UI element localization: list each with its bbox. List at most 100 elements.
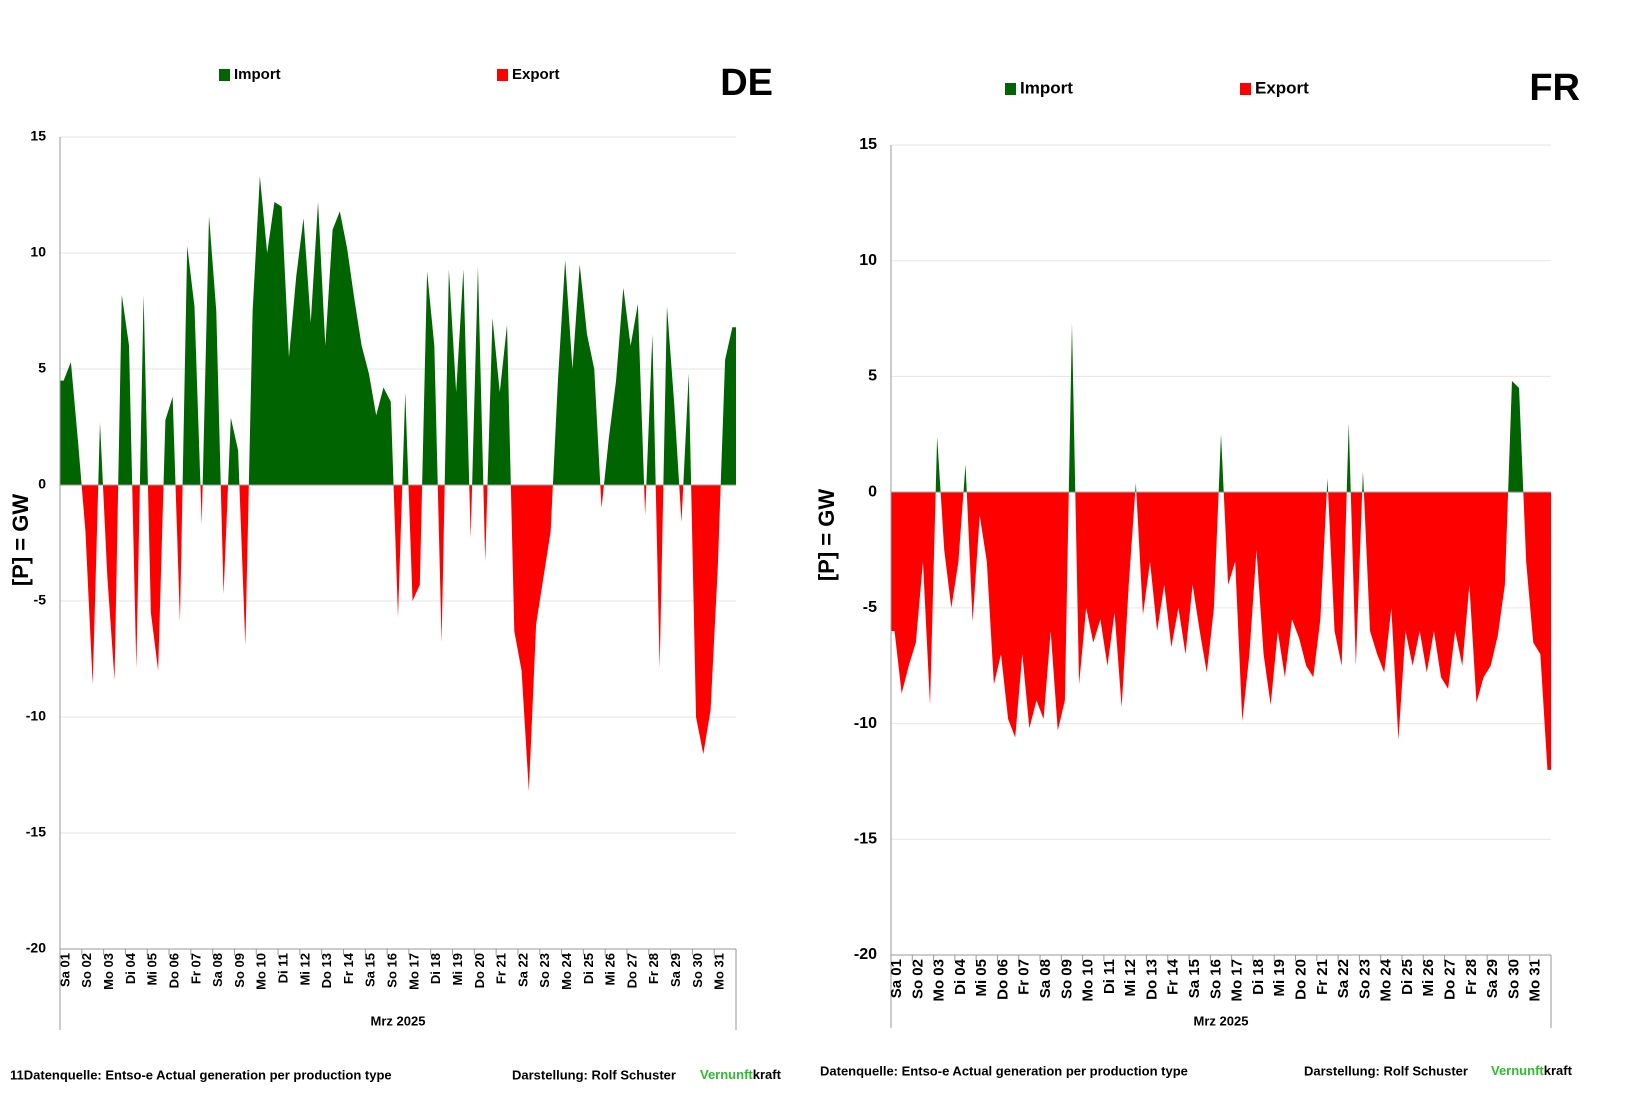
y-tick-label: -15 (26, 824, 46, 840)
legend-label: Export (1255, 78, 1309, 97)
x-axis-label: Mrz 2025 (1194, 1013, 1249, 1028)
x-tick-label: Fr 21 (1314, 959, 1331, 995)
x-tick-label: Do 13 (1143, 959, 1160, 1000)
y-tick-label: 5 (868, 368, 877, 385)
x-tick-label: So 02 (79, 953, 94, 988)
x-tick-label: Di 11 (276, 953, 291, 983)
legend-swatch (219, 69, 230, 81)
x-tick-label: Sa 29 (1484, 959, 1501, 998)
source: 11Datenquelle: Entso-e Actual generation… (10, 1067, 392, 1082)
x-tick-label: Di 04 (123, 952, 138, 984)
x-tick-label: Fr 28 (1463, 959, 1480, 995)
area (891, 323, 1551, 770)
y-axis-label: [P] = GW (814, 489, 839, 582)
y-tick-label: 15 (859, 136, 877, 153)
y-tick-label: -5 (863, 599, 877, 616)
y-tick-label: 0 (868, 483, 877, 500)
source: Datenquelle: Entso-e Actual generation p… (820, 1063, 1188, 1078)
x-tick-label: Sa 01 (888, 959, 905, 998)
x-tick-label: Mi 12 (297, 953, 312, 986)
x-tick-label: Mo 03 (101, 953, 116, 990)
x-tick-label: Do 27 (624, 953, 639, 988)
x-tick-label: Fr 07 (188, 953, 203, 984)
y-tick-label: 5 (38, 360, 46, 376)
brand-a: Vernunft (700, 1067, 753, 1082)
legend-swatch (1005, 83, 1016, 95)
x-tick-label: So 02 (909, 959, 926, 999)
brand-b: kraft (1544, 1063, 1573, 1078)
y-tick-label: 15 (30, 128, 46, 144)
y-tick-label: 10 (30, 244, 46, 260)
chart-title: DE (720, 62, 773, 104)
legend-swatch (497, 69, 508, 81)
y-tick-label: -20 (26, 940, 46, 956)
y-tick-label: 10 (859, 252, 877, 269)
brand-b: kraft (753, 1067, 782, 1082)
x-tick-label: Mo 24 (1378, 958, 1395, 1001)
x-tick-label: Fr 28 (646, 953, 661, 984)
x-tick-label: Mo 31 (1527, 959, 1544, 1002)
x-tick-label: So 23 (537, 953, 552, 988)
x-tick-label: So 16 (1207, 959, 1224, 999)
x-axis-label: Mrz 2025 (371, 1013, 426, 1028)
x-tick-label: So 23 (1356, 959, 1373, 999)
credit: Darstellung: Rolf Schuster (1304, 1063, 1468, 1078)
x-tick-label: Mo 17 (1229, 959, 1246, 1002)
x-tick-label: Mo 10 (1080, 959, 1097, 1002)
x-tick-label: Mi 19 (1271, 959, 1288, 997)
x-tick-label: Do 20 (472, 953, 487, 988)
x-tick-label: So 09 (232, 953, 247, 988)
x-tick-label: So 30 (1505, 959, 1522, 999)
x-tick-label: Mi 12 (1122, 959, 1139, 997)
x-tick-label: Sa 22 (1335, 959, 1352, 998)
x-tick-label: Do 06 (166, 953, 181, 988)
x-tick-label: Mi 26 (603, 953, 618, 986)
area (60, 176, 736, 792)
x-tick-label: Di 11 (1101, 959, 1118, 994)
x-tick-label: Di 25 (581, 953, 596, 984)
x-tick-label: Do 20 (1292, 959, 1309, 1000)
x-tick-label: Fr 14 (1165, 958, 1182, 995)
x-tick-label: So 30 (690, 953, 705, 988)
y-tick-label: -15 (854, 831, 877, 848)
brand-a: Vernunft (1491, 1063, 1544, 1078)
x-tick-label: Sa 08 (1037, 959, 1054, 998)
x-tick-label: Sa 08 (210, 953, 225, 987)
x-tick-label: Sa 29 (668, 953, 683, 987)
brand: Vernunftkraft (1491, 1063, 1573, 1078)
brand: Vernunftkraft (700, 1067, 782, 1082)
x-tick-label: Mo 10 (254, 953, 269, 990)
x-tick-label: Mo 24 (559, 952, 574, 990)
x-tick-label: Sa 22 (515, 953, 530, 987)
x-tick-label: Di 18 (1250, 959, 1267, 995)
x-tick-label: Sa 15 (363, 953, 378, 987)
x-tick-label: Di 25 (1399, 959, 1416, 995)
x-tick-label: Mi 26 (1420, 959, 1437, 997)
y-tick-label: -20 (854, 946, 877, 963)
y-tick-label: -5 (34, 592, 47, 608)
x-tick-label: Do 27 (1442, 959, 1459, 1000)
x-tick-label: Mi 19 (450, 953, 465, 986)
x-tick-label: Mo 03 (931, 959, 948, 1002)
x-tick-label: Sa 15 (1186, 959, 1203, 998)
x-tick-label: Do 06 (994, 959, 1011, 1000)
x-tick-label: Di 18 (428, 953, 443, 984)
x-tick-label: Di 04 (952, 958, 969, 995)
legend-label: Import (234, 66, 281, 83)
y-tick-label: 0 (38, 476, 46, 492)
x-tick-label: Mo 31 (712, 953, 727, 990)
x-tick-label: Fr 14 (341, 952, 356, 984)
legend-label: Import (1020, 78, 1073, 97)
y-tick-label: -10 (854, 715, 877, 732)
x-tick-label: So 09 (1058, 959, 1075, 999)
x-tick-label: Mo 17 (406, 953, 421, 990)
chart-title: FR (1529, 67, 1580, 109)
y-axis-label: [P] = GW (8, 494, 33, 587)
x-tick-label: Mi 05 (145, 953, 160, 986)
x-tick-label: Mi 05 (973, 959, 990, 997)
credit: Darstellung: Rolf Schuster (512, 1067, 676, 1082)
x-tick-label: Fr 07 (1016, 959, 1033, 995)
x-tick-label: Sa 01 (57, 953, 72, 987)
legend-label: Export (512, 66, 560, 83)
